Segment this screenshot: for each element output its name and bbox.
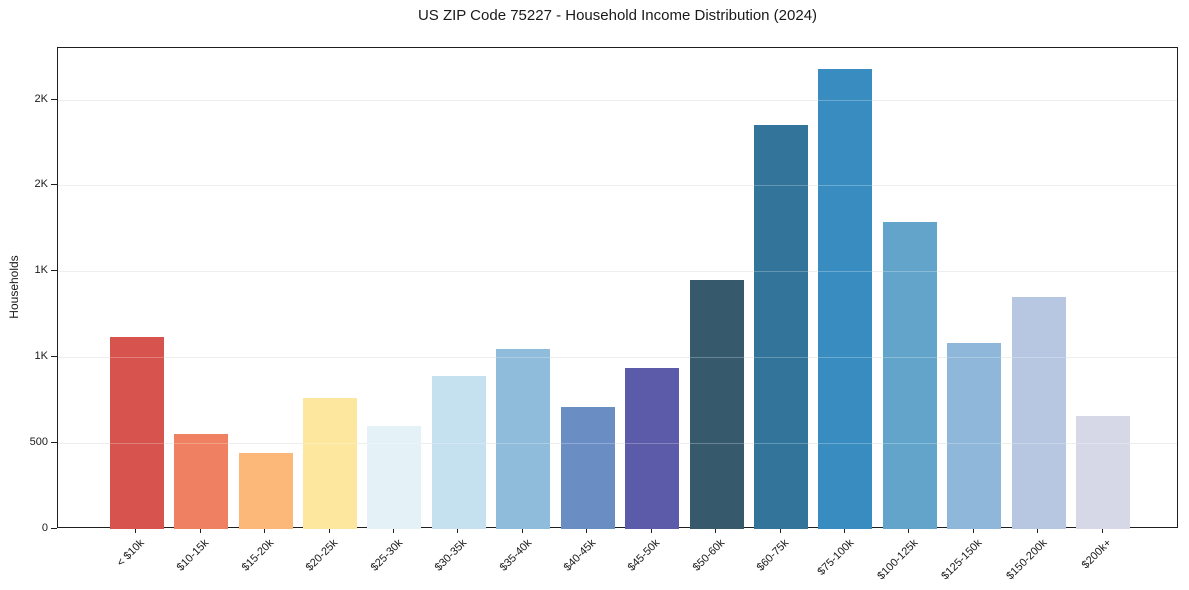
x-tick-mark (521, 528, 523, 533)
y-tick-label: 2K (34, 92, 48, 105)
gridline (58, 99, 1177, 101)
x-tick-mark (843, 528, 845, 533)
y-axis-label: Households (7, 255, 21, 319)
y-tick-mark (51, 184, 57, 186)
gridline-overlay (58, 185, 1177, 187)
x-tick-label: $150-200k (1003, 537, 1050, 583)
x-tick-label: $125-150k (939, 537, 985, 583)
chart-title: US ZIP Code 75227 - Household Income Dis… (417, 7, 818, 24)
gridline-overlay (58, 443, 1177, 445)
bar (560, 407, 615, 529)
y-tick-mark (51, 98, 57, 100)
bar (367, 425, 422, 529)
x-tick-mark (972, 528, 974, 533)
bar (754, 125, 808, 529)
y-tick-label: 2K (34, 178, 48, 191)
y-tick-mark (51, 442, 57, 444)
x-tick-label: $15-20k (239, 537, 277, 574)
y-tick-label: 1K (34, 264, 48, 277)
x-tick-mark (715, 528, 717, 533)
y-tick-label: 1K (34, 350, 48, 363)
x-tick-mark (586, 528, 588, 533)
x-tick-label: $45-50k (626, 537, 663, 574)
gridline (58, 271, 1177, 273)
y-tick-mark (51, 356, 57, 358)
y-tick-label: 0 (41, 522, 48, 534)
gridline (58, 357, 1177, 359)
x-tick-label: $20-25k (303, 537, 341, 574)
x-tick-mark (135, 528, 137, 533)
y-tick-label: 500 (29, 436, 48, 449)
x-tick-label: < $10k (115, 537, 148, 570)
bar (947, 343, 1002, 529)
x-tick-mark (199, 528, 201, 533)
x-tick-mark (650, 528, 652, 533)
bar (1011, 297, 1066, 529)
bar (882, 221, 937, 529)
bar (238, 453, 293, 529)
gridline-overlay (58, 271, 1177, 273)
bar (496, 348, 551, 529)
bar (431, 376, 486, 529)
bar (174, 433, 229, 529)
bar (1076, 416, 1131, 529)
bar (109, 336, 164, 529)
x-tick-label: $30-35k (432, 537, 470, 574)
y-tick-mark (51, 528, 57, 529)
bar (625, 368, 680, 529)
x-tick-mark (392, 528, 394, 533)
x-tick-label: $60-75k (754, 537, 792, 574)
gridline (58, 185, 1177, 187)
bar (303, 398, 358, 529)
gridline-overlay (58, 99, 1177, 101)
x-tick-label: $100-125k (875, 537, 921, 583)
x-tick-mark (264, 528, 266, 533)
bar (818, 69, 873, 529)
gridline-overlay (58, 357, 1177, 359)
x-tick-mark (1037, 528, 1039, 533)
x-tick-mark (457, 528, 459, 533)
x-tick-mark (908, 528, 910, 533)
x-tick-mark (328, 528, 330, 533)
x-tick-label: $35-40k (497, 537, 534, 574)
x-tick-label: $75-100k (814, 537, 856, 578)
x-tick-label: $200k+ (1079, 537, 1114, 572)
plot-area (57, 47, 1178, 529)
bar (689, 279, 744, 529)
x-tick-label: $10-15k (175, 537, 212, 574)
x-tick-mark (779, 528, 781, 533)
x-tick-label: $25-30k (368, 537, 405, 574)
x-tick-label: $50-60k (690, 537, 728, 574)
gridline (58, 443, 1177, 445)
y-tick-mark (51, 270, 57, 272)
x-tick-label: $40-45k (561, 537, 599, 574)
x-tick-mark (1101, 528, 1103, 533)
